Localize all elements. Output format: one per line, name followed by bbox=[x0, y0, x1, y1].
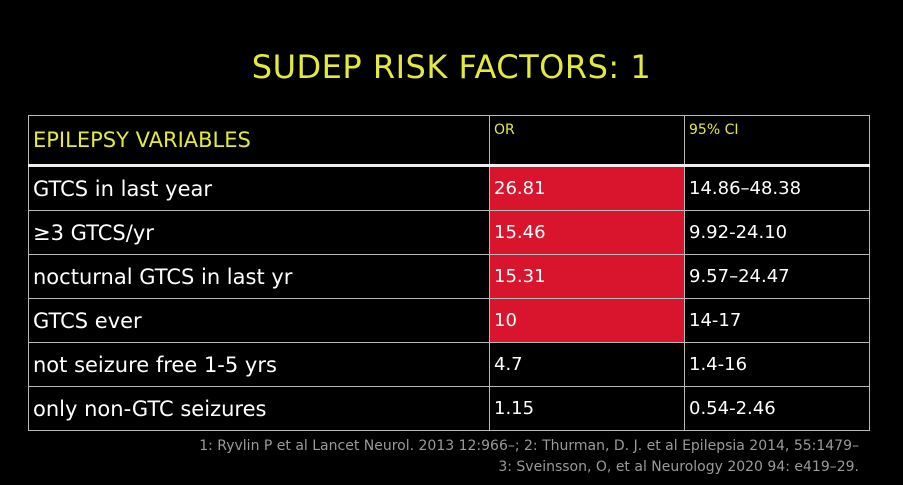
footnote: 1: Ryvlin P et al Lancet Neurol. 2013 12… bbox=[199, 436, 859, 478]
footnote-line: 3: Sveinsson, O, et al Neurology 2020 94… bbox=[498, 459, 859, 475]
cell: 9.92-24.10 bbox=[684, 210, 870, 255]
row: only non-GTC seizures 1.15 0.54-2.46 bbox=[28, 386, 870, 431]
cell: nocturnal GTCS in last yr bbox=[28, 254, 490, 299]
cell: 15.46 bbox=[489, 210, 685, 255]
cell: 9.57–24.47 bbox=[684, 254, 870, 299]
row: GTCS in last year 26.81 14.86–48.38 bbox=[28, 165, 870, 211]
cell: 4.7 bbox=[489, 342, 685, 387]
cell: GTCS in last year bbox=[28, 165, 490, 211]
cell: 26.81 bbox=[489, 165, 685, 211]
slide-title: SUDEP RISK FACTORS: 1 bbox=[251, 48, 652, 86]
row: nocturnal GTCS in last yr 15.31 9.57–24.47 bbox=[28, 254, 870, 299]
cell: only non-GTC seizures bbox=[28, 386, 490, 431]
cell: 14.86–48.38 bbox=[684, 165, 870, 211]
cell: 0.54-2.46 bbox=[684, 386, 870, 431]
header-cell: OR bbox=[489, 115, 685, 167]
row: not seizure free 1-5 yrs 4.7 1.4-16 bbox=[28, 342, 870, 387]
cell: GTCS ever bbox=[28, 298, 490, 343]
cell: 14-17 bbox=[684, 298, 870, 343]
cell: 1.4-16 bbox=[684, 342, 870, 387]
cell: 10 bbox=[489, 298, 685, 343]
header-cell: EPILEPSY VARIABLES bbox=[28, 115, 490, 167]
cell: ≥3 GTCS/yr bbox=[28, 210, 490, 255]
row: ≥3 GTCS/yr 15.46 9.92-24.10 bbox=[28, 210, 870, 255]
cell: 1.15 bbox=[489, 386, 685, 431]
header-row: EPILEPSY VARIABLES OR 95% CI bbox=[28, 115, 870, 167]
risk-table: EPILEPSY VARIABLES OR 95% CI GTCS in las… bbox=[28, 115, 870, 431]
cell: not seizure free 1-5 yrs bbox=[28, 342, 490, 387]
footnote-line: 1: Ryvlin P et al Lancet Neurol. 2013 12… bbox=[199, 438, 859, 454]
cell: 15.31 bbox=[489, 254, 685, 299]
row: GTCS ever 10 14-17 bbox=[28, 298, 870, 343]
header-cell: 95% CI bbox=[684, 115, 870, 167]
